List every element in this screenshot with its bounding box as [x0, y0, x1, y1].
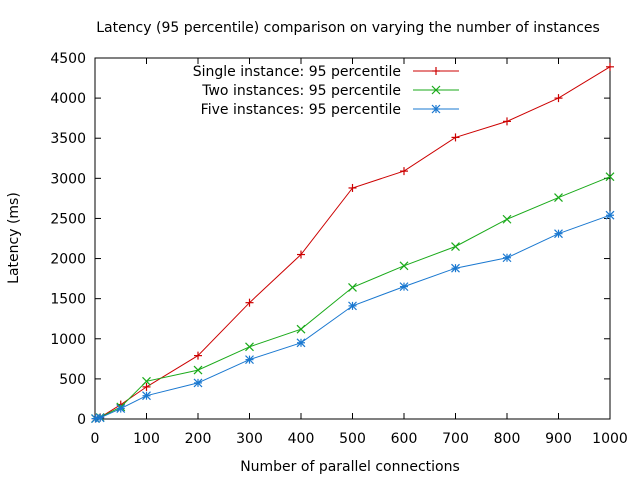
- y-tick-label: 2500: [50, 211, 86, 227]
- series-3-point: [116, 404, 126, 413]
- series-1-point: [245, 298, 254, 307]
- series-2-point: [296, 324, 306, 334]
- x-tick-label: 700: [442, 431, 469, 447]
- series-2-point: [245, 342, 254, 352]
- series-2: [91, 172, 615, 424]
- y-tick-label: 1500: [50, 292, 86, 308]
- legend-label: Five instances: 95 percentile: [201, 102, 401, 118]
- x-tick-label: 500: [339, 431, 366, 447]
- y-tick-label: 0: [77, 412, 86, 428]
- x-tick-label: 400: [288, 431, 315, 447]
- series-2-point: [554, 193, 563, 203]
- y-tick-label: 2000: [50, 252, 86, 268]
- series-2-point: [605, 172, 615, 182]
- series-1-point: [142, 382, 151, 391]
- y-tick-label: 500: [59, 372, 86, 388]
- x-tick-label: 0: [91, 431, 100, 447]
- series-1-point: [606, 62, 614, 71]
- x-tick-label: 800: [494, 431, 521, 447]
- series-3-point: [296, 338, 306, 348]
- series-3-line: [95, 214, 611, 420]
- series-3-point: [193, 378, 203, 388]
- x-tick-label: 100: [133, 431, 160, 447]
- series-1-point: [451, 133, 460, 142]
- series-3-point: [142, 391, 151, 401]
- series-1-point: [297, 250, 305, 259]
- y-axis-label: Latency (ms): [6, 192, 22, 284]
- y-tick-label: 3000: [50, 171, 86, 187]
- series-1-point: [554, 94, 563, 103]
- legend-label: Two instances: 95 percentile: [201, 83, 401, 99]
- legend-swatch-marker: [431, 85, 441, 95]
- x-tick-label: 200: [185, 431, 212, 447]
- series-1-point: [503, 117, 511, 126]
- legend-swatch-marker: [432, 67, 440, 75]
- series-3: [91, 210, 615, 424]
- series-2-point: [348, 283, 357, 292]
- y-tick-label: 4500: [50, 51, 86, 67]
- series-1-line: [95, 66, 611, 420]
- x-tick-label: 600: [391, 431, 418, 447]
- series-3-point: [245, 355, 254, 365]
- y-tick-label: 4000: [50, 91, 86, 107]
- series-1-point: [348, 183, 357, 192]
- series-3-point: [605, 210, 615, 220]
- series-1-point: [194, 351, 202, 360]
- series-3-point: [95, 413, 105, 423]
- series-group: [91, 62, 615, 424]
- series-2-point: [399, 261, 409, 271]
- y-tick-label: 1000: [50, 332, 86, 348]
- series-3-point: [348, 301, 357, 311]
- series-3-point: [502, 253, 512, 263]
- chart-title: Latency (95 percentile) comparison on va…: [96, 20, 600, 36]
- series-3-point: [399, 282, 409, 292]
- series-2-line: [95, 176, 611, 420]
- series-1-point: [400, 167, 408, 176]
- x-tick-label: 300: [236, 431, 263, 447]
- legend-swatch-marker: [431, 104, 441, 114]
- series-2-point: [142, 376, 151, 386]
- x-tick-label: 1000: [592, 431, 628, 447]
- series-2-point: [451, 242, 460, 251]
- y-tick-label: 3500: [50, 131, 86, 147]
- axes: 0 500 1000 1500 2000 2500 3000 3500 4000 4500 0 100…: [50, 51, 627, 447]
- series-2-point: [502, 214, 512, 224]
- x-tick-label: 900: [545, 431, 572, 447]
- x-axis-label: Number of parallel connections: [240, 459, 460, 475]
- series-3-point: [554, 229, 563, 239]
- legend: Single instance: 95 percentile Two instan…: [193, 64, 459, 118]
- legend-label: Single instance: 95 percentile: [193, 64, 401, 80]
- series-3-point: [451, 263, 460, 273]
- series-2-point: [193, 365, 203, 375]
